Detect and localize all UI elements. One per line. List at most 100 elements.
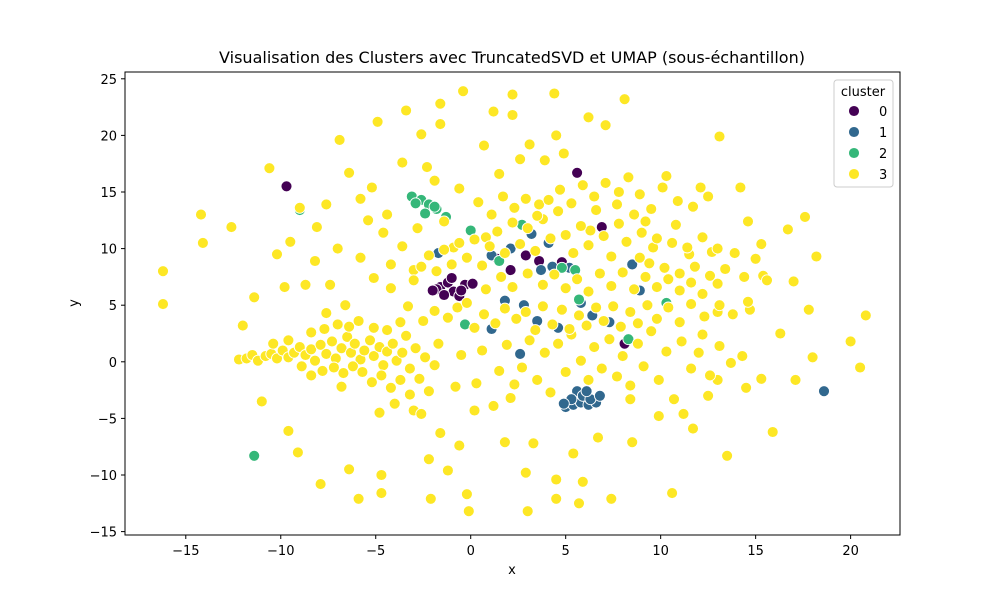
data-point [428,200,441,213]
data-point [567,447,580,460]
data-point [326,335,338,348]
data-point [335,342,348,355]
data-point [271,248,283,261]
data-point [641,299,654,312]
y-tick-label: 15 [100,186,117,201]
data-point [457,85,470,98]
data-point [468,404,481,417]
data-point [573,497,585,510]
data-point [612,186,625,198]
data-point [806,351,819,364]
data-point [263,162,276,175]
data-point [381,324,394,337]
data-point [291,446,304,459]
data-point [352,492,365,505]
data-point [789,373,802,386]
data-point [409,342,422,355]
legend-label-1: 1 [879,126,887,141]
data-point [356,366,369,378]
data-point [487,105,500,118]
data-point [314,478,327,491]
data-point [571,273,584,286]
data-point [738,270,751,283]
data-point [305,369,318,382]
data-point [652,410,665,423]
data-point [403,362,416,375]
data-point [375,487,388,500]
data-point [593,389,606,402]
data-point [574,220,587,232]
data-point [755,238,768,251]
data-point [628,208,641,221]
data-point [455,284,468,297]
data-point [685,362,698,375]
data-point [468,233,481,246]
data-point [755,372,768,385]
data-point [662,301,675,314]
data-point [388,397,401,410]
data-point [299,278,312,291]
data-point [639,215,652,228]
data-point [428,174,441,187]
data-point [516,361,528,374]
data-point [348,337,361,350]
data-point [498,436,511,449]
data-point [367,350,380,363]
data-point [415,128,428,141]
data-point [656,181,669,194]
data-point [337,367,350,380]
data-point [650,281,663,294]
data-point [854,361,867,374]
data-point [704,369,716,382]
data-point [668,393,680,406]
data-point [859,309,872,322]
data-point [597,315,610,327]
data-point [605,280,618,292]
data-point [618,93,631,106]
data-point [495,270,508,283]
data-point [316,364,329,377]
data-point [445,272,458,284]
data-point [628,283,641,296]
data-point [673,316,686,329]
data-point [616,350,629,363]
data-point [396,240,409,253]
data-point [728,247,741,260]
data-point [692,346,705,359]
data-point [582,373,595,386]
data-point [320,307,333,320]
data-point [462,505,475,518]
data-point [694,181,707,194]
data-point [696,328,709,341]
data-point [470,377,483,390]
data-point [521,267,534,280]
data-point [639,270,652,283]
y-tick-label: −10 [90,469,117,484]
data-point [434,118,447,131]
y-tick-label: −5 [98,412,117,427]
data-point [352,315,365,327]
data-point [476,344,489,357]
data-point [506,216,519,229]
data-point [314,338,327,351]
x-tick-label: −15 [172,544,199,559]
data-point [799,210,811,223]
data-point [573,293,585,306]
data-point [422,453,435,466]
data-point [582,239,595,252]
data-point [536,300,549,313]
data-point [403,388,416,401]
x-tick-label: 0 [467,544,475,559]
data-point [367,272,380,284]
y-tick-label: −15 [90,526,117,541]
data-point [599,176,612,189]
data-point [453,182,466,195]
data-point [685,276,698,289]
data-point [453,236,466,249]
data-point [736,350,749,363]
data-point [478,308,490,321]
data-point [521,222,534,235]
data-point [506,88,519,101]
data-point [519,192,532,205]
data-point [432,337,445,350]
